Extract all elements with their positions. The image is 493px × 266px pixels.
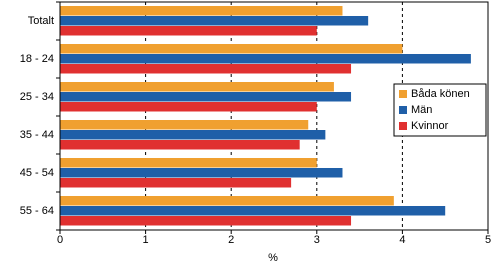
- x-tick-label: 2: [228, 234, 234, 246]
- legend-label: Män: [411, 104, 432, 116]
- bar: [60, 26, 317, 36]
- y-tick-label: 25 - 34: [20, 91, 54, 103]
- bar: [60, 140, 300, 150]
- bar: [60, 16, 369, 26]
- legend-label: Båda könen: [411, 88, 470, 100]
- legend-box: [393, 83, 487, 137]
- y-tick-label: 18 - 24: [20, 53, 54, 65]
- bar: [60, 168, 343, 178]
- bar: [60, 44, 403, 54]
- y-tick-label: Totalt: [28, 15, 54, 27]
- x-tick-label: 3: [314, 234, 320, 246]
- legend-swatch: [399, 106, 407, 114]
- bar: [60, 216, 352, 226]
- x-tick-label: 5: [485, 234, 491, 246]
- bar: [60, 102, 317, 112]
- x-tick-label: 4: [399, 234, 405, 246]
- bar: [60, 82, 334, 92]
- bar: [60, 6, 343, 16]
- bar: [60, 178, 292, 188]
- legend-swatch: [399, 90, 407, 98]
- legend-label: Kvinnor: [411, 120, 449, 132]
- bar: [60, 92, 352, 102]
- y-tick-label: 35 - 44: [20, 129, 54, 141]
- x-tick-label: 1: [143, 234, 149, 246]
- y-tick-label: 45 - 54: [20, 167, 54, 179]
- y-tick-label: 55 - 64: [20, 205, 54, 217]
- bar: [60, 54, 471, 64]
- bar: [60, 130, 326, 140]
- bar: [60, 196, 394, 206]
- bar: [60, 64, 352, 74]
- bar: [60, 158, 317, 168]
- x-axis-label: %: [268, 252, 278, 264]
- bar: [60, 120, 309, 130]
- bar: [60, 206, 446, 216]
- legend-swatch: [399, 122, 407, 130]
- x-tick-label: 0: [57, 234, 63, 246]
